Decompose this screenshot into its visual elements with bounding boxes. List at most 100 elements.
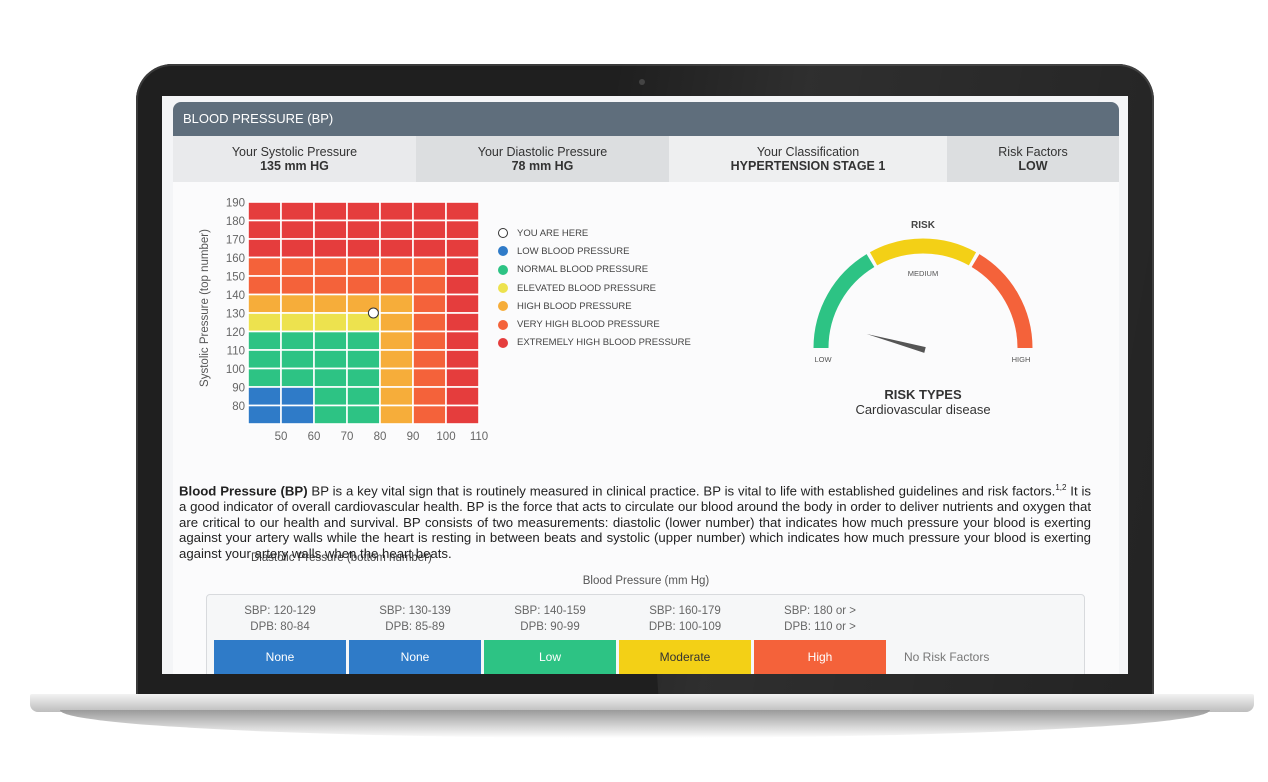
laptop-screen: BLOOD PRESSURE (BP) Your Systolic Pressu…	[162, 96, 1128, 674]
y-tick-label: 160	[226, 253, 245, 265]
webcam	[639, 79, 645, 85]
gauge-low-label: LOW	[814, 355, 832, 364]
heatmap-cell	[379, 367, 414, 388]
heatmap-cell	[445, 404, 480, 425]
y-tick-label: 100	[226, 364, 245, 376]
heatmap-cell	[346, 367, 381, 388]
dpb-range: DPB: 100-109	[648, 621, 722, 633]
heatmap-cell	[412, 275, 447, 296]
bp-risk-cell: None	[349, 640, 481, 674]
heatmap-cell	[445, 219, 480, 240]
sbp-range: SBP: 120-129	[244, 605, 316, 617]
heatmap-cell	[280, 293, 315, 314]
heatmap-cell	[280, 386, 315, 407]
heatmap-cell	[247, 238, 282, 259]
heatmap-cell	[346, 349, 381, 370]
legend-item: VERY HIGH BLOOD PRESSURE	[498, 315, 691, 333]
risk-factors-value: LOW	[1018, 159, 1048, 173]
legend-dot-icon	[498, 301, 508, 312]
heatmap-cell	[247, 386, 282, 407]
legend-dot-icon	[498, 246, 508, 257]
heatmap-cell	[379, 275, 414, 296]
chart-legend: YOU ARE HERE LOW BLOOD PRESSURE NORMAL BLO…	[498, 224, 691, 352]
heatmap-cell	[247, 349, 282, 370]
bp-range: SBP: 160-179 DPB: 100-109	[619, 603, 751, 635]
heatmap-cell	[280, 275, 315, 296]
x-tick-label: 70	[341, 431, 354, 443]
heatmap-cell	[313, 404, 348, 425]
bp-range: SBP: 120-129 DPB: 80-84	[214, 603, 346, 635]
y-tick-label: 110	[227, 346, 245, 358]
heatmap-cell	[445, 238, 480, 259]
x-tick-label: 50	[275, 431, 288, 443]
bp-risk-cell: High	[754, 640, 886, 674]
laptop-base-shadow	[60, 710, 1210, 738]
diastolic-summary: Your Diastolic Pressure 78 mm HG	[416, 136, 669, 182]
classification-summary: Your Classification HYPERTENSION STAGE 1	[669, 136, 947, 182]
heatmap-cell	[247, 256, 282, 277]
risk-factors-summary: Risk Factors LOW	[947, 136, 1119, 182]
heatmap-cell	[412, 293, 447, 314]
heatmap-cell	[346, 330, 381, 351]
heatmap-cell	[247, 312, 282, 333]
laptop-base	[30, 694, 1254, 712]
x-tick-label: 90	[407, 431, 420, 443]
heatmap-cell	[445, 367, 480, 388]
gauge-arc	[971, 254, 1033, 349]
heatmap-cell	[412, 219, 447, 240]
description-part1: BP is a key vital sign that is routinely…	[307, 483, 1056, 499]
description-part2: It is a good indicator of overall cardio…	[179, 483, 1091, 561]
bp-range: SBP: 180 or > DPB: 110 or >	[754, 603, 886, 635]
dpb-range: DPB: 80-84	[250, 621, 310, 633]
heatmap-cell	[346, 404, 381, 425]
heatmap-cell	[280, 349, 315, 370]
heatmap-cell	[412, 386, 447, 407]
heatmap-cell	[313, 201, 348, 222]
systolic-summary: Your Systolic Pressure 135 mm HG	[173, 136, 416, 182]
y-tick-label: 140	[226, 290, 245, 302]
heatmap-cell	[379, 256, 414, 277]
y-tick-label: 170	[226, 235, 245, 247]
y-tick-label: 120	[226, 327, 245, 339]
no-risk-label: No Risk Factors	[904, 650, 990, 664]
legend-item: EXTREMELY HIGH BLOOD PRESSURE	[498, 334, 691, 352]
heatmap-cell	[379, 386, 414, 407]
x-tick-label: 100	[436, 431, 455, 443]
heatmap-cell	[313, 312, 348, 333]
heatmap-cell	[247, 275, 282, 296]
legend-item: NORMAL BLOOD PRESSURE	[498, 261, 691, 279]
x-tick-label: 110	[470, 431, 488, 443]
heatmap-cell	[346, 275, 381, 296]
sbp-range: SBP: 180 or >	[784, 605, 856, 617]
heatmap-cell	[280, 367, 315, 388]
heatmap-cell	[280, 312, 315, 333]
you-are-here-marker	[367, 307, 379, 319]
risk-types-title: RISK TYPES	[884, 387, 962, 402]
heatmap-cell	[412, 367, 447, 388]
blood-pressure-card: BLOOD PRESSURE (BP) Your Systolic Pressu…	[173, 102, 1119, 674]
heatmap-cell	[445, 256, 480, 277]
risk-types-value: Cardiovascular disease	[855, 402, 991, 417]
heatmap-cell	[412, 238, 447, 259]
legend-label: ELEVATED BLOOD PRESSURE	[517, 282, 657, 294]
heatmap-cell	[412, 404, 447, 425]
bp-range: SBP: 130-139 DPB: 85-89	[349, 603, 481, 635]
legend-dot-icon	[498, 264, 508, 275]
heatmap-cell	[445, 312, 480, 333]
gauge-arc	[869, 238, 977, 266]
legend-label: HIGH BLOOD PRESSURE	[517, 300, 632, 312]
heatmap-cell	[379, 404, 414, 425]
heatmap-cell	[412, 201, 447, 222]
gauge-needle	[866, 333, 926, 353]
risk-types: RISK TYPES Cardiovascular disease	[793, 387, 1053, 417]
heatmap-cell	[379, 293, 414, 314]
heatmap-cell	[379, 201, 414, 222]
heatmap-cell	[313, 256, 348, 277]
y-tick-label: 130	[226, 309, 245, 321]
card-header: BLOOD PRESSURE (BP)	[173, 102, 1119, 136]
legend-label: YOU ARE HERE	[517, 227, 589, 239]
bp-risk-cell: None	[214, 640, 346, 674]
diastolic-label: Your Diastolic Pressure	[477, 145, 608, 159]
dpb-range: DPB: 90-99	[520, 621, 580, 633]
legend-dot-icon	[498, 337, 508, 348]
